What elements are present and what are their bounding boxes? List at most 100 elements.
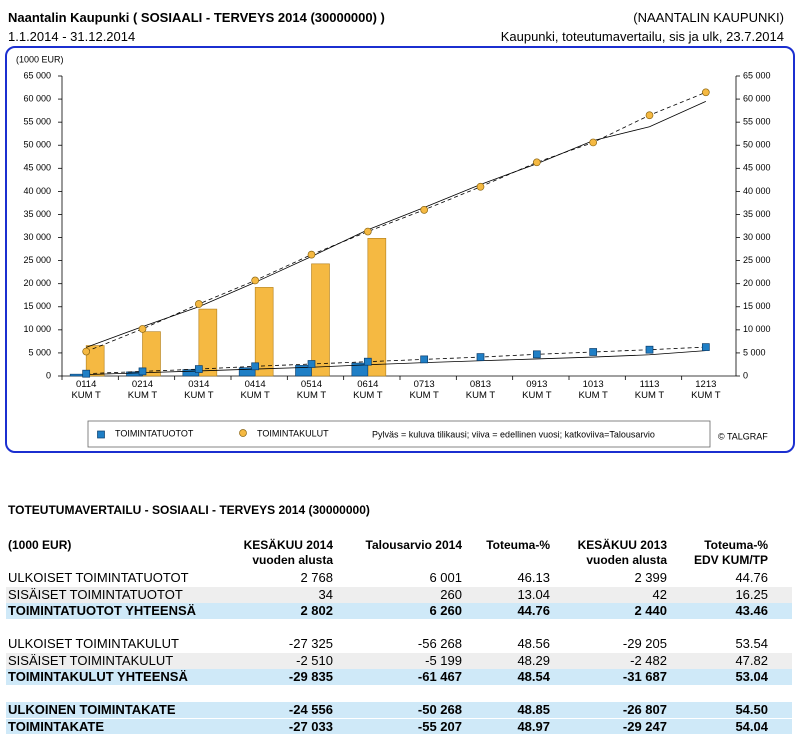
table-cell: -5 199: [425, 652, 462, 668]
legend-marker: [97, 430, 105, 439]
table-cell: -24 556: [288, 702, 333, 717]
x-tick-label: 0713 KUM T: [409, 379, 439, 401]
table-cell: 47.82: [735, 652, 768, 668]
table-row: ULKOINEN TOIMINTAKATE -24 556 -50 268 48.85…: [6, 702, 792, 718]
column-header: KESÄKUU 2014: [243, 538, 333, 552]
previous-year-line: [86, 350, 706, 376]
column-header: EDV KUM/TP: [693, 553, 768, 567]
organization: (NAANTALIN KAUPUNKI): [633, 10, 784, 25]
marker: [251, 276, 260, 285]
table-cell: 34: [318, 586, 333, 602]
y-tick-label: 35 000: [23, 209, 51, 219]
table-cell: -31 687: [622, 669, 667, 684]
table-cell: 16.25: [735, 586, 768, 602]
marker: [251, 362, 260, 371]
bar: [142, 331, 161, 377]
x-tick-label: 0913 KUM T: [522, 379, 552, 401]
column-header: vuoden alusta: [252, 553, 333, 567]
y-tick-label: 45 000: [23, 163, 51, 173]
marker: [645, 111, 654, 120]
marker: [138, 325, 147, 333]
period: 1.1.2014 - 31.12.2014: [8, 29, 136, 44]
y2-tick-label: 40 000: [743, 186, 771, 196]
x-tick-label: 1113 KUM T: [634, 379, 665, 401]
y2-tick-label: 60 000: [743, 93, 771, 103]
marker: [307, 250, 316, 259]
marker: [532, 350, 541, 359]
budget-line: [86, 346, 706, 375]
marker: [420, 355, 429, 364]
table-cell: 46.13: [517, 570, 550, 585]
table-cell: -2 482: [630, 652, 667, 668]
table-cell: 53.04: [735, 669, 768, 684]
x-tick-label: 0214 KUM T: [127, 379, 158, 401]
table-cell: -29 835: [288, 669, 333, 684]
table-cell: 48.97: [517, 718, 550, 734]
y-tick-label: 55 000: [23, 117, 51, 127]
table-row: ULKOISET TOIMINTAKULUT -27 325 -56 268 48.5…: [6, 636, 792, 652]
y-tick-label: 15 000: [23, 301, 51, 311]
table-cell: ULKOISET TOIMINTATUOTOT: [8, 570, 189, 585]
bar: [85, 345, 105, 377]
table-cell: -29 247: [622, 718, 667, 734]
column-header: (1000 EUR): [8, 538, 72, 552]
legend-label: TOIMINTATUOTOT: [115, 428, 194, 438]
y2-tick-label: 25 000: [743, 255, 771, 265]
marker: [363, 227, 372, 236]
table-cell: 6 001: [429, 570, 462, 585]
bar: [367, 238, 387, 377]
table-cell: ULKOISET TOIMINTAKULUT: [8, 636, 179, 651]
y-tick-label: 50 000: [23, 140, 51, 150]
column-header: Talousarvio 2014: [365, 538, 463, 552]
y2-tick-label: 5 000: [743, 347, 766, 357]
credit: © TALGRAF: [718, 431, 768, 441]
marker: [589, 348, 598, 356]
y2-tick-label: 35 000: [743, 209, 771, 219]
y-tick-label: 60 000: [23, 93, 51, 103]
table-cell: -61 467: [417, 669, 462, 684]
table-cell: -55 207: [417, 718, 462, 734]
marker: [363, 357, 372, 366]
y-tick-label: 0: [46, 370, 51, 380]
column-header: Toteuma-%: [486, 538, 550, 552]
marker: [194, 300, 203, 308]
y2-tick-label: 15 000: [743, 301, 771, 311]
marker: [589, 138, 598, 147]
marker: [82, 369, 91, 378]
y-tick-label: 30 000: [23, 232, 51, 242]
table-row: TOIMINTATUOTOT YHTEENSÄ 2 802 6 260 44.76 2 …: [6, 603, 792, 619]
legend-box: [87, 420, 711, 448]
chart: (1000 EUR) Pylväs = kuluva tilikausi; vi…: [16, 54, 771, 448]
marker: [476, 353, 485, 361]
y2-tick-label: 0: [743, 370, 748, 380]
y-tick-label: 25 000: [23, 255, 51, 265]
marker: [82, 347, 91, 356]
table-cell: 44.76: [735, 570, 768, 585]
table-cell: 48.85: [517, 702, 550, 717]
bar: [295, 365, 312, 377]
y-tick-label: 65 000: [23, 70, 51, 80]
marker: [532, 158, 541, 167]
y2-tick-label: 20 000: [743, 278, 771, 288]
table-cell: 2 768: [300, 570, 333, 585]
report-title: Naantalin Kaupunki ( SOSIAALI - TERVEYS …: [8, 10, 385, 25]
table-cell: 260: [440, 586, 462, 602]
x-tick-label: 1213 KUM T: [691, 379, 721, 401]
x-tick-label: 0514 KUM T: [296, 379, 327, 401]
report-info: Kaupunki, toteutumavertailu, sis ja ulk,…: [500, 29, 784, 44]
x-tick-label: 0314 KUM T: [184, 379, 214, 401]
y-tick-label: 10 000: [23, 324, 51, 334]
legend-label: TOIMINTAKULUT: [257, 428, 329, 438]
table-cell: 43.46: [735, 603, 768, 618]
marker: [645, 345, 654, 354]
table-row: SISÄISET TOIMINTATUOTOT 34 260 13.04 42 16.25: [6, 586, 792, 603]
x-tick-label: 1013 KUM T: [578, 379, 608, 401]
table-cell: -29 205: [622, 636, 667, 651]
table-cell: -26 807: [622, 702, 667, 717]
table-cell: 44.76: [517, 603, 550, 618]
marker: [420, 205, 429, 214]
x-tick-label: 0614 KUM T: [353, 379, 383, 401]
previous-year-line: [86, 101, 706, 348]
table-row: TOIMINTAKATE -27 033 -55 207 48.97 -29 247 54…: [6, 718, 792, 734]
